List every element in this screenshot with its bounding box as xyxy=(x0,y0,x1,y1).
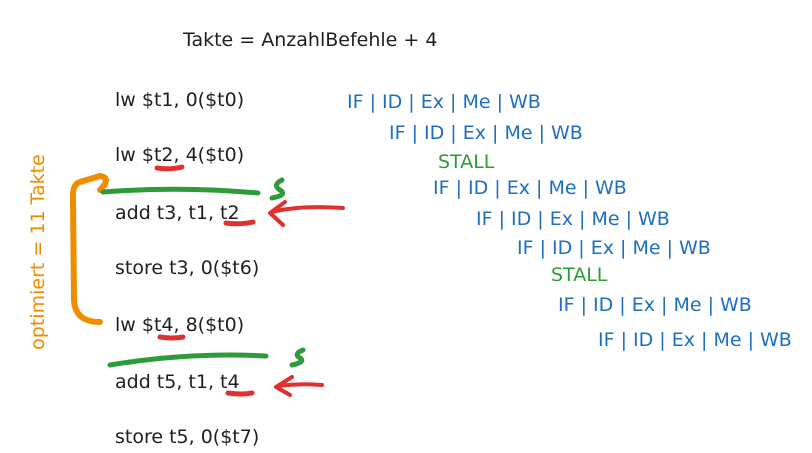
instruction: lw $t4, 8($t0) xyxy=(115,314,245,336)
instruction: add t3, t1, t2 xyxy=(115,202,240,224)
pipeline-row: IF | ID | Ex | Me | WB xyxy=(389,122,583,144)
pipeline-row: IF | ID | Ex | Me | WB xyxy=(558,294,752,316)
instruction: store t5, 0($t7) xyxy=(115,426,260,448)
green-lines xyxy=(100,177,306,368)
pipeline-row: IF | ID | Ex | Me | WB xyxy=(347,91,541,113)
pipeline-row: IF | ID | Ex | Me | WB xyxy=(517,237,711,259)
instruction: lw $t2, 4($t0) xyxy=(115,144,245,166)
instruction: lw $t1, 0($t0) xyxy=(115,89,245,111)
red-arrows xyxy=(268,200,345,397)
pipeline-row: IF | ID | Ex | Me | WB xyxy=(476,208,670,230)
stall-label: STALL xyxy=(438,151,495,173)
pipeline-row: IF | ID | Ex | Me | WB xyxy=(433,177,627,199)
instruction: store t3, 0($t6) xyxy=(115,257,260,279)
orange-bracket xyxy=(69,173,109,325)
red-underlines xyxy=(154,164,256,397)
stall-label: STALL xyxy=(551,264,608,286)
instruction: add t5, t1, t4 xyxy=(115,371,240,393)
pipeline-row: IF | ID | Ex | Me | WB xyxy=(598,329,792,351)
title: Takte = AnzahlBefehle + 4 xyxy=(183,29,438,51)
